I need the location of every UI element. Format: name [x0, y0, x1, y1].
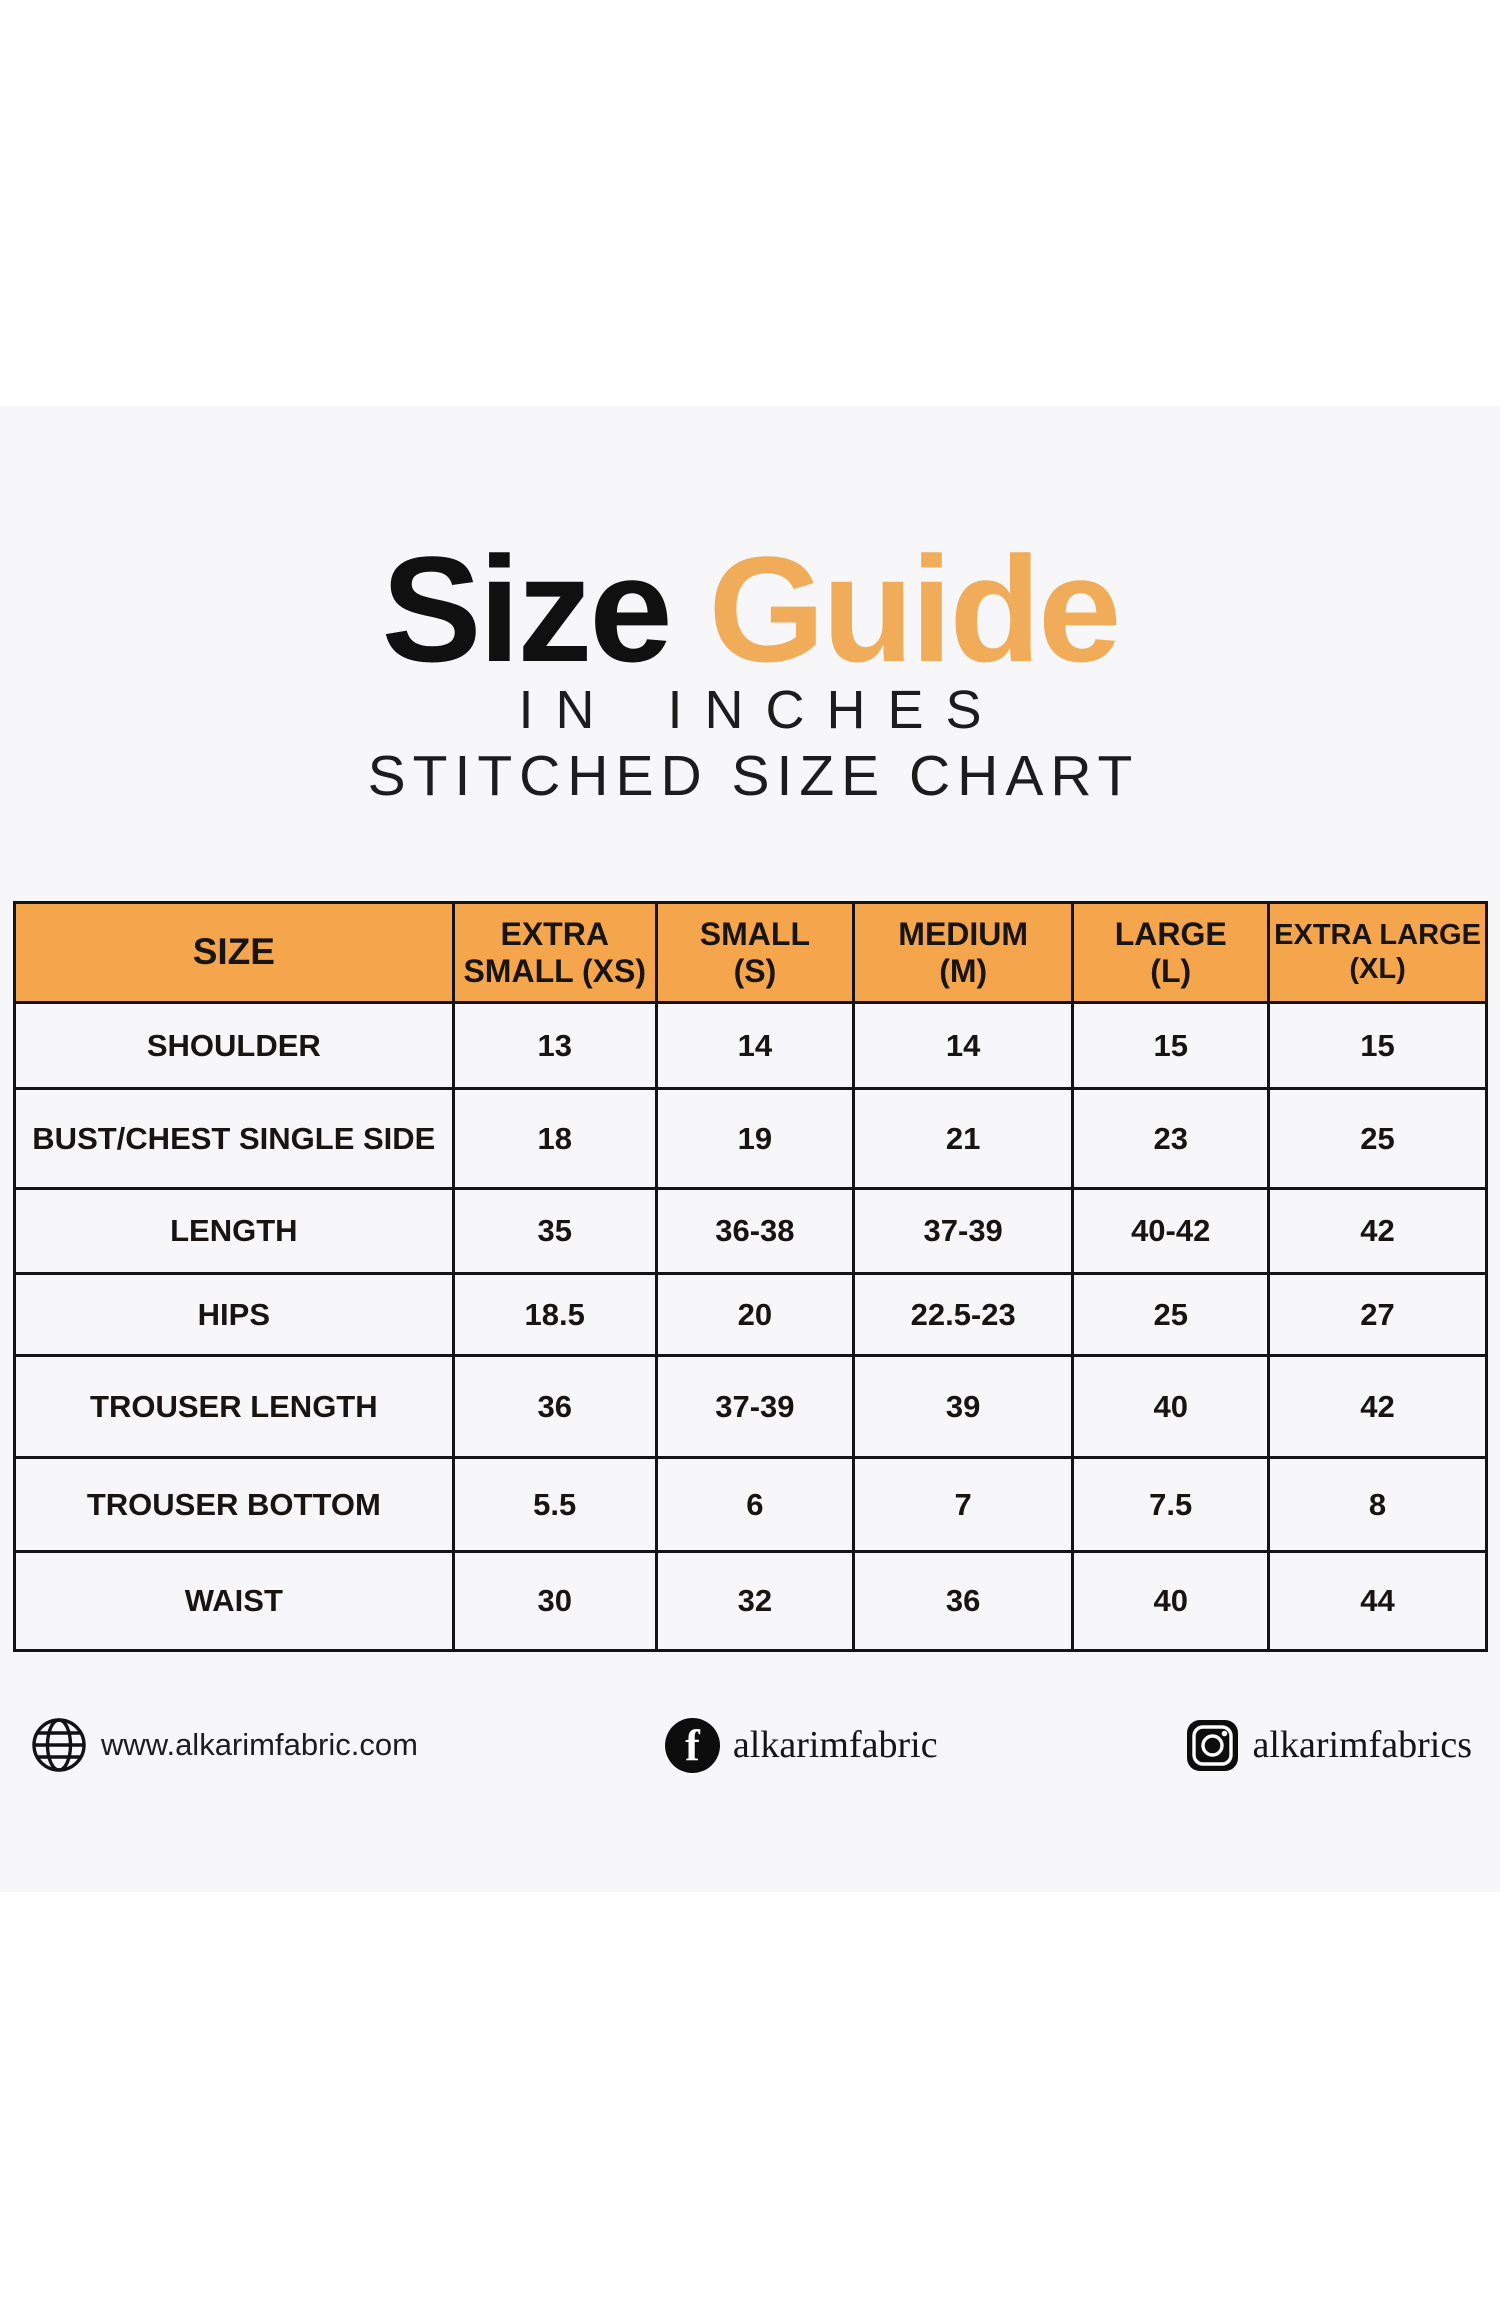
row-label: BUST/CHEST SINGLE SIDE [13, 1087, 455, 1190]
cell-value: 37-39 [654, 1354, 856, 1459]
footer: www.alkarimfabric.com f alkarimfabric al… [0, 1702, 1500, 1788]
row-label: LENGTH [13, 1187, 455, 1275]
cell-value: 39 [852, 1354, 1075, 1459]
row-label: TROUSER LENGTH [13, 1354, 455, 1459]
header-medium: MEDIUM (M) [852, 901, 1075, 1004]
header-small: SMALL (S) [654, 901, 856, 1004]
cell-value: 27 [1267, 1272, 1488, 1357]
cell-value: 21 [852, 1087, 1075, 1190]
cell-value: 42 [1267, 1187, 1488, 1275]
cell-value: 32 [654, 1550, 856, 1652]
website-label: www.alkarimfabric.com [101, 1727, 418, 1762]
cell-value: 18.5 [451, 1272, 658, 1357]
table-row-length: LENGTH 35 36-38 37-39 40-42 42 [13, 1187, 1488, 1275]
cell-value: 19 [654, 1087, 856, 1190]
cell-value: 36 [852, 1550, 1075, 1652]
table-row-hips: HIPS 18.5 20 22.5-23 25 27 [13, 1272, 1488, 1357]
cell-value: 25 [1071, 1272, 1271, 1357]
cell-value: 13 [451, 1001, 658, 1090]
table-row-trouser-bottom: TROUSER BOTTOM 5.5 6 7 7.5 8 [13, 1456, 1488, 1553]
instagram-icon [1185, 1718, 1240, 1773]
instagram-label: alkarimfabrics [1252, 1724, 1472, 1766]
cell-value: 42 [1267, 1354, 1488, 1459]
subtitle-stitched-size-chart: STITCHED SIZE CHART [367, 744, 1140, 808]
row-label: HIPS [13, 1272, 455, 1357]
cell-value: 44 [1267, 1550, 1488, 1652]
title-word-size: Size [381, 525, 673, 693]
header-extra-small: EXTRA SMALL (XS) [451, 901, 658, 1004]
cell-value: 14 [852, 1001, 1075, 1090]
cell-value: 35 [451, 1187, 658, 1275]
cell-value: 40 [1071, 1550, 1271, 1652]
header-extra-large: EXTRA LARGE (XL) [1267, 901, 1488, 1004]
cell-value: 30 [451, 1550, 658, 1652]
cell-value: 14 [654, 1001, 856, 1090]
header-size: SIZE [13, 901, 455, 1004]
facebook-label: alkarimfabric [732, 1724, 938, 1766]
cell-value: 5.5 [451, 1456, 658, 1553]
cell-value: 8 [1267, 1456, 1488, 1553]
title-word-guide: Guide [708, 525, 1121, 693]
table-header-row: SIZE EXTRA SMALL (XS) SMALL (S) MEDIUM (… [13, 901, 1488, 1004]
header-large: LARGE (L) [1071, 901, 1271, 1004]
cell-value: 40 [1071, 1354, 1271, 1459]
size-chart-table: SIZE EXTRA SMALL (XS) SMALL (S) MEDIUM (… [13, 901, 1488, 1652]
row-label: TROUSER BOTTOM [13, 1456, 455, 1553]
facebook-group: f alkarimfabric [664, 1717, 938, 1773]
table-row-trouser-length: TROUSER LENGTH 36 37-39 39 40 42 [13, 1354, 1488, 1459]
cell-value: 36-38 [654, 1187, 856, 1275]
cell-value: 40-42 [1071, 1187, 1271, 1275]
cell-value: 37-39 [852, 1187, 1075, 1275]
table-row-shoulder: SHOULDER 13 14 14 15 15 [13, 1001, 1488, 1090]
cell-value: 36 [451, 1354, 658, 1459]
subtitle-in-inches: IN INCHES [518, 680, 1004, 740]
cell-value: 23 [1071, 1087, 1271, 1190]
instagram-group: alkarimfabrics [1185, 1718, 1472, 1773]
cell-value: 6 [654, 1456, 856, 1553]
cell-value: 7 [852, 1456, 1075, 1553]
cell-value: 15 [1071, 1001, 1271, 1090]
facebook-icon: f [664, 1717, 720, 1773]
cell-value: 7.5 [1071, 1456, 1271, 1553]
row-label: WAIST [13, 1550, 455, 1652]
page-title: Size Guide [0, 534, 1500, 684]
cell-value: 20 [654, 1272, 856, 1357]
cell-value: 22.5-23 [852, 1272, 1075, 1357]
table-row-waist: WAIST 30 32 36 40 44 [13, 1550, 1488, 1652]
cell-value: 25 [1267, 1087, 1488, 1190]
row-label: SHOULDER [13, 1001, 455, 1090]
globe-icon [30, 1716, 88, 1774]
cell-value: 15 [1267, 1001, 1488, 1090]
website-group: www.alkarimfabric.com [30, 1716, 418, 1774]
table-row-bust-chest: BUST/CHEST SINGLE SIDE 18 19 21 23 25 [13, 1087, 1488, 1190]
cell-value: 18 [451, 1087, 658, 1190]
